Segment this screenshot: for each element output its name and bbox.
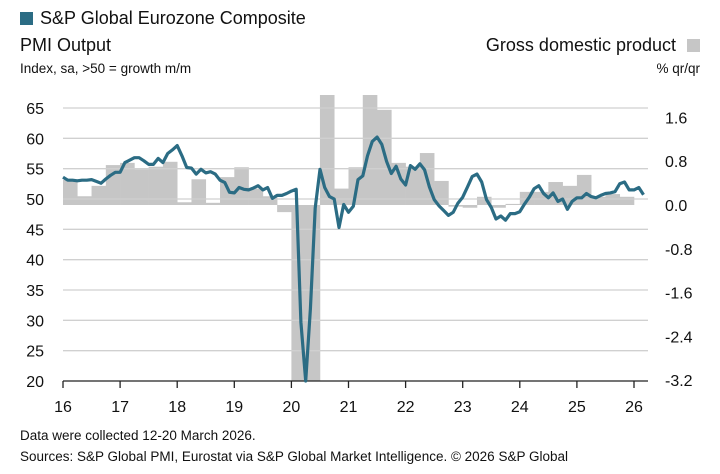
gdp-bar: [277, 205, 292, 213]
pmi-line: [62, 135, 645, 383]
x-tick-label: 24: [511, 399, 529, 416]
gdp-bar: [262, 196, 278, 205]
chart-title-line1: S&P Global Eurozone Composite: [40, 8, 306, 28]
chart-title-line2: PMI Output: [20, 35, 112, 55]
x-tick-label: 16: [54, 399, 72, 416]
left-tick-label: 25: [26, 344, 44, 361]
gdp-bar: [334, 188, 349, 205]
left-tick-label: 30: [26, 313, 44, 330]
right-tick-label: -2.4: [665, 329, 693, 346]
gdp-bar: [134, 169, 149, 205]
right-tick-label: 0.8: [665, 154, 687, 171]
gdp-bar: [462, 205, 478, 208]
gdp-bar: [77, 196, 92, 205]
x-tick-label: 19: [225, 399, 243, 416]
gdp-bar: [177, 202, 192, 205]
x-tick-label: 20: [283, 399, 301, 416]
left-tick-label: 55: [26, 162, 44, 179]
right-tick-label: -3.2: [665, 373, 693, 390]
gdp-bar: [162, 161, 178, 205]
left-tick-label: 20: [26, 374, 44, 391]
pmi-legend-swatch: [20, 12, 33, 25]
right-tick-label: -0.8: [665, 242, 693, 259]
left-tick-label: 40: [26, 253, 44, 270]
left-axis-label: Index, sa, >50 = growth m/m: [20, 61, 192, 76]
gdp-bar: [619, 196, 635, 205]
gdp-bar: [248, 188, 264, 205]
gdp-legend-label: Gross domestic product: [485, 35, 676, 55]
left-tick-label: 50: [26, 192, 44, 209]
right-tick-label: 1.6: [665, 110, 687, 127]
right-tick-label: 0.0: [665, 198, 687, 215]
gdp-bar: [491, 205, 506, 208]
gdp-bar: [391, 162, 406, 205]
gdp-bar: [63, 179, 78, 205]
x-tick-label: 17: [111, 399, 129, 416]
gdp-bar: [234, 167, 249, 205]
gdp-bar: [505, 203, 521, 205]
left-tick-label: 45: [26, 222, 44, 239]
gdp-bar: [148, 166, 164, 205]
footnote: Data were collected 12-20 March 2026.: [20, 428, 256, 443]
gdp-bar: [205, 202, 221, 205]
gdp-bar: [576, 174, 592, 205]
source-note: Sources: S&P Global PMI, Eurostat via S&…: [20, 449, 568, 464]
x-tick-label: 21: [340, 399, 358, 416]
right-tick-label: -1.6: [665, 286, 693, 303]
gdp-bar: [319, 95, 335, 205]
gdp-bar: [120, 162, 135, 205]
gdp-legend-swatch: [687, 39, 700, 52]
gdp-bar: [476, 196, 492, 205]
x-tick-label: 25: [568, 399, 586, 416]
left-tick-label: 60: [26, 131, 44, 148]
left-tick-label: 35: [26, 283, 44, 300]
gdp-bar: [191, 179, 207, 205]
x-tick-label: 26: [625, 399, 643, 416]
right-axis-label: % qr/qr: [656, 61, 700, 76]
left-tick-label: 65: [26, 101, 44, 118]
x-tick-label: 18: [168, 399, 186, 416]
x-tick-label: 22: [397, 399, 415, 416]
gdp-bar: [91, 185, 107, 205]
gdp-bar: [591, 196, 606, 205]
x-tick-label: 23: [454, 399, 472, 416]
